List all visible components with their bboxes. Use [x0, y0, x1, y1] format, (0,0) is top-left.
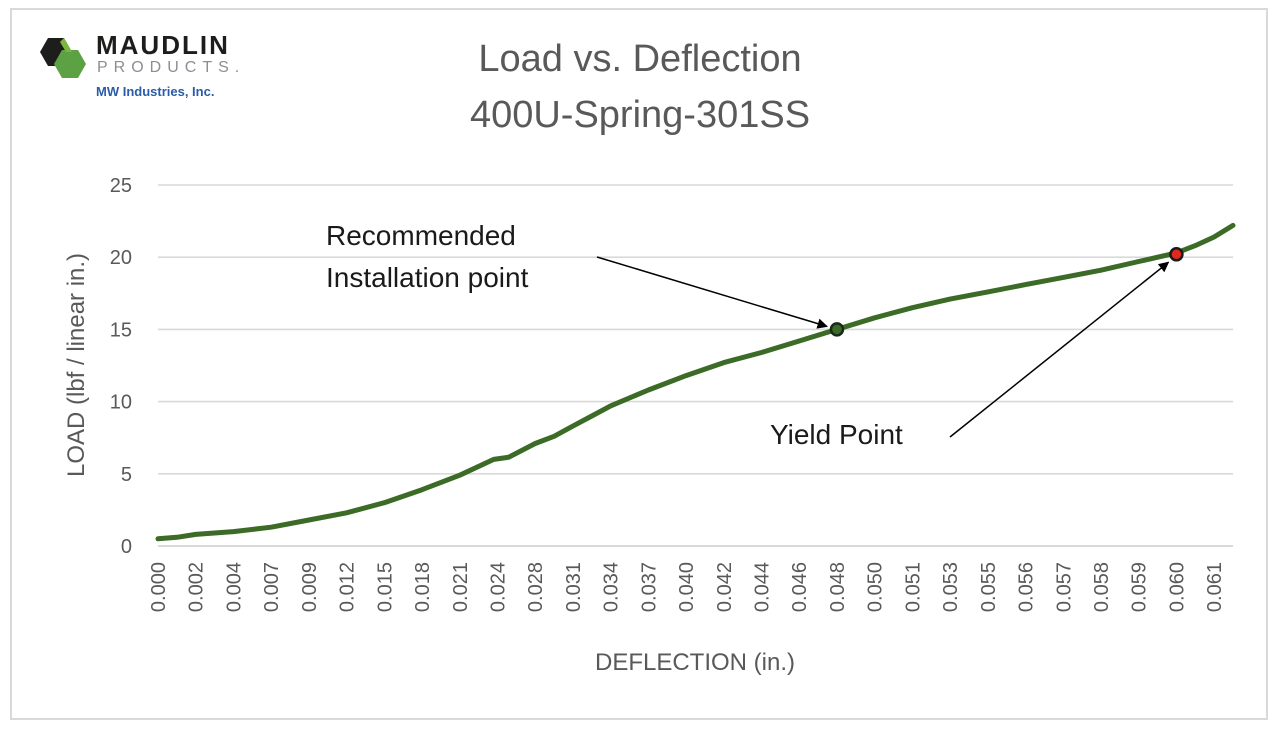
- logo-subtitle: PRODUCTS.: [97, 59, 246, 76]
- y-tick-label: 5: [121, 464, 132, 486]
- x-tick-label: 0.000: [148, 562, 170, 612]
- x-tick-label: 0.061: [1204, 562, 1226, 612]
- installation-arrow: [596, 256, 828, 329]
- x-tick-label: 0.040: [676, 562, 698, 612]
- x-tick-label: 0.059: [1129, 562, 1151, 612]
- company-logo: MAUDLIN PRODUCTS. MW Industries, Inc.: [38, 30, 298, 104]
- x-tick-label: 0.050: [865, 562, 887, 612]
- x-tick-label: 0.037: [638, 562, 660, 612]
- x-tick-label: 0.055: [978, 562, 1000, 612]
- y-tick-label: 0: [121, 536, 132, 558]
- gridlines: [158, 184, 1233, 547]
- x-tick-label: 0.002: [186, 562, 208, 612]
- y-tick-label: 15: [110, 319, 132, 341]
- x-tick-label: 0.046: [789, 562, 811, 612]
- y-tick-label: 10: [110, 392, 132, 414]
- chart-subtitle: 400U-Spring-301SS: [469, 94, 811, 136]
- x-tick-label: 0.053: [940, 562, 962, 612]
- annotation-yield-label: Yield Point: [770, 419, 903, 450]
- logo-name: MAUDLIN: [96, 30, 230, 60]
- logo-tagline: MW Industries, Inc.: [96, 84, 215, 99]
- series-line: [155, 222, 1236, 542]
- y-axis-ticks: 0 5 10 15 20 25: [110, 175, 132, 558]
- x-tick-label: 0.058: [1091, 562, 1113, 612]
- x-tick-label: 0.004: [223, 562, 245, 612]
- x-tick-label: 0.042: [714, 562, 736, 612]
- x-tick-label: 0.048: [827, 562, 849, 612]
- x-tick-label: 0.044: [752, 562, 774, 612]
- x-axis-ticks: 0.000 0.002 0.004 0.007 0.009 0.012 0.015 0.018…: [148, 562, 1226, 612]
- x-tick-label: 0.056: [1016, 562, 1038, 612]
- x-tick-label: 0.031: [563, 562, 585, 612]
- y-tick-label: 25: [110, 175, 132, 197]
- x-tick-label: 0.028: [525, 562, 547, 612]
- annotations: Recommended Installation point Yield Point: [326, 220, 1184, 450]
- x-tick-label: 0.051: [902, 562, 924, 612]
- yield-arrow: [949, 261, 1170, 438]
- x-tick-label: 0.021: [450, 562, 472, 612]
- x-tick-label: 0.009: [299, 562, 321, 612]
- annotation-installation-label: Installation point: [326, 262, 529, 293]
- chart-title: Load vs. Deflection: [478, 38, 802, 80]
- x-tick-label: 0.015: [374, 562, 396, 612]
- y-axis-label: LOAD (lbf / linear in.): [63, 253, 90, 477]
- x-tick-label: 0.057: [1053, 562, 1075, 612]
- x-tick-label: 0.024: [487, 562, 509, 612]
- annotation-installation-label: Recommended: [326, 220, 516, 251]
- yield-point-marker: [1169, 247, 1184, 262]
- x-tick-label: 0.060: [1166, 562, 1188, 612]
- series-group: [155, 222, 1236, 542]
- hexagon-logo-icon: [40, 38, 86, 78]
- x-tick-label: 0.012: [337, 562, 359, 612]
- x-tick-label: 0.007: [261, 562, 283, 612]
- x-tick-label: 0.034: [601, 562, 623, 612]
- x-tick-label: 0.018: [412, 562, 434, 612]
- installation-point-marker: [829, 322, 845, 337]
- y-tick-label: 20: [110, 247, 132, 269]
- chart-frame: [10, 8, 1268, 720]
- x-axis-label: DEFLECTION (in.): [595, 649, 795, 676]
